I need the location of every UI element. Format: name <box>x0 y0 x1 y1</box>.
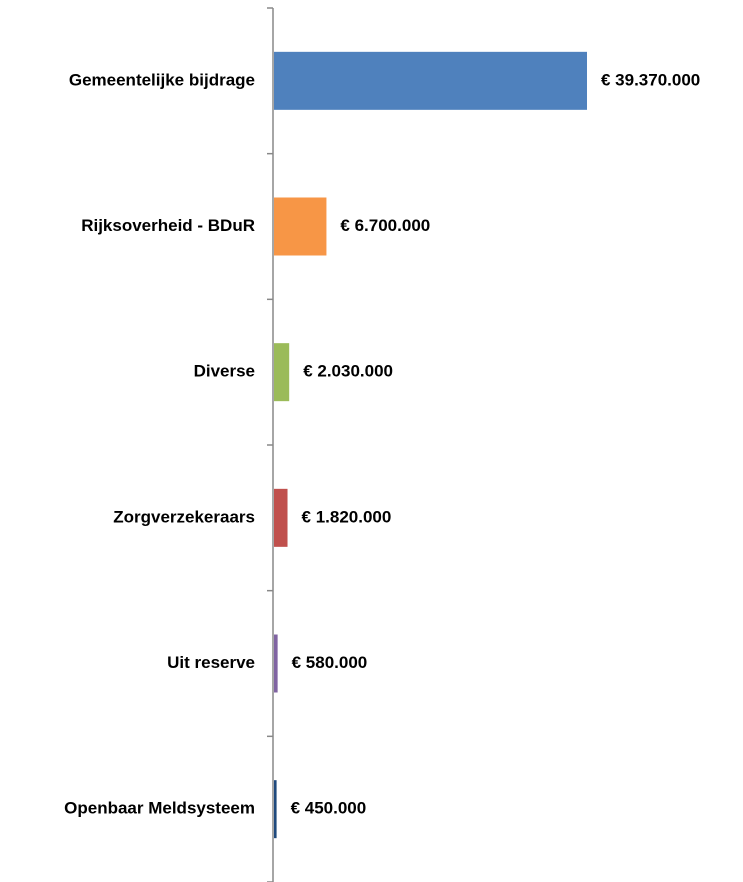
bar <box>274 634 278 693</box>
value-label: € 1.820.000 <box>302 507 392 526</box>
value-label: € 580.000 <box>292 653 368 672</box>
value-label: € 2.030.000 <box>303 362 393 381</box>
category-label: Zorgverzekeraars <box>113 507 255 526</box>
bar <box>274 488 288 547</box>
bar <box>274 343 290 402</box>
category-label: Gemeentelijke bijdrage <box>69 70 255 89</box>
category-label: Diverse <box>194 362 255 381</box>
value-label: € 39.370.000 <box>601 70 700 89</box>
category-label: Openbaar Meldsysteem <box>64 799 255 818</box>
category-label: Uit reserve <box>167 653 255 672</box>
value-label: € 450.000 <box>291 799 367 818</box>
value-label: € 6.700.000 <box>340 216 430 235</box>
bar <box>274 197 327 256</box>
bar <box>274 51 587 110</box>
category-label: Rijksoverheid - BDuR <box>81 216 255 235</box>
bar <box>274 780 277 839</box>
